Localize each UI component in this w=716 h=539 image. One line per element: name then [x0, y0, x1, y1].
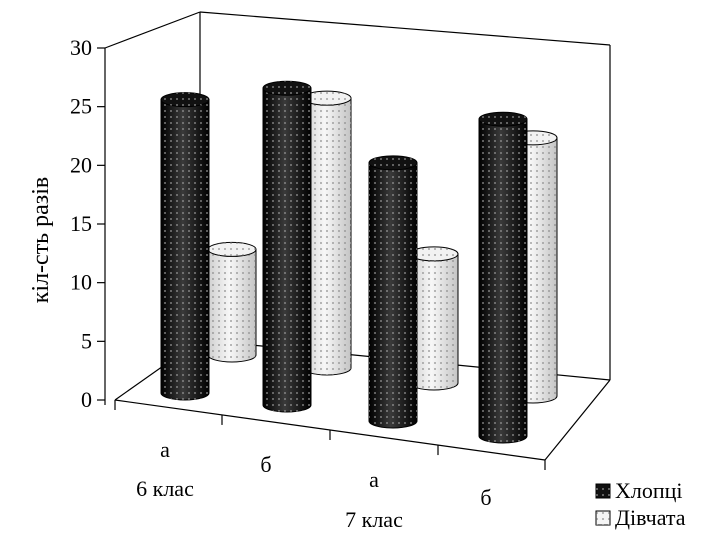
bar-texture — [263, 88, 311, 412]
legend-swatch-texture — [596, 511, 610, 525]
category-sub-label: б — [260, 452, 271, 477]
category-group-label: 6 клас — [136, 476, 194, 501]
bar-girls-0 — [207, 241, 257, 363]
back-wall-top-edge — [199, 11, 611, 46]
category-sub-label: б — [480, 485, 491, 510]
bar-texture — [410, 253, 458, 390]
bar-boys-0 — [160, 92, 210, 401]
bar-top-texture — [410, 246, 458, 261]
bar-top-texture — [479, 112, 527, 127]
legend-label-boys: Хлопці — [615, 478, 683, 503]
floor-right-edge — [544, 379, 611, 461]
bar-top-texture — [208, 242, 256, 257]
y-axis-ticks: 0 5 10 15 20 25 30 — [70, 35, 105, 412]
y-tick-label: 30 — [70, 35, 92, 60]
bar-top-texture — [263, 81, 311, 96]
bar-top-texture — [369, 155, 417, 170]
legend-swatch-texture — [596, 484, 610, 498]
bar-texture — [161, 99, 209, 401]
y-tick-label: 20 — [70, 152, 92, 177]
category-sub-label: а — [160, 437, 170, 462]
y-tick-label: 25 — [70, 94, 92, 119]
bar-girls-2 — [409, 246, 459, 391]
bar-boys-3 — [478, 111, 528, 444]
left-wall-top-edge — [104, 11, 201, 49]
bar-texture — [479, 119, 527, 443]
category-sub-label: а — [369, 467, 379, 492]
bar-texture — [303, 98, 351, 375]
category-labels: а 6 клас б а 7 клас б — [136, 437, 491, 532]
y-axis-label: кіл-сть разів — [28, 177, 54, 304]
bar-boys-1 — [262, 80, 312, 413]
legend-label-girls: Дівчата — [615, 505, 686, 530]
category-group-label: 7 клас — [345, 507, 403, 532]
bar-top-texture — [161, 92, 209, 107]
bar-girls-1 — [302, 90, 352, 376]
bar-texture — [208, 249, 256, 362]
y-tick-label: 15 — [70, 211, 92, 236]
bar-boys-2 — [368, 155, 418, 429]
y-tick-label: 0 — [81, 387, 92, 412]
bars — [160, 80, 558, 444]
y-tick-label: 10 — [70, 270, 92, 295]
bar-texture — [369, 162, 417, 428]
bar-top-texture — [303, 91, 351, 106]
y-tick-label: 5 — [81, 328, 92, 353]
